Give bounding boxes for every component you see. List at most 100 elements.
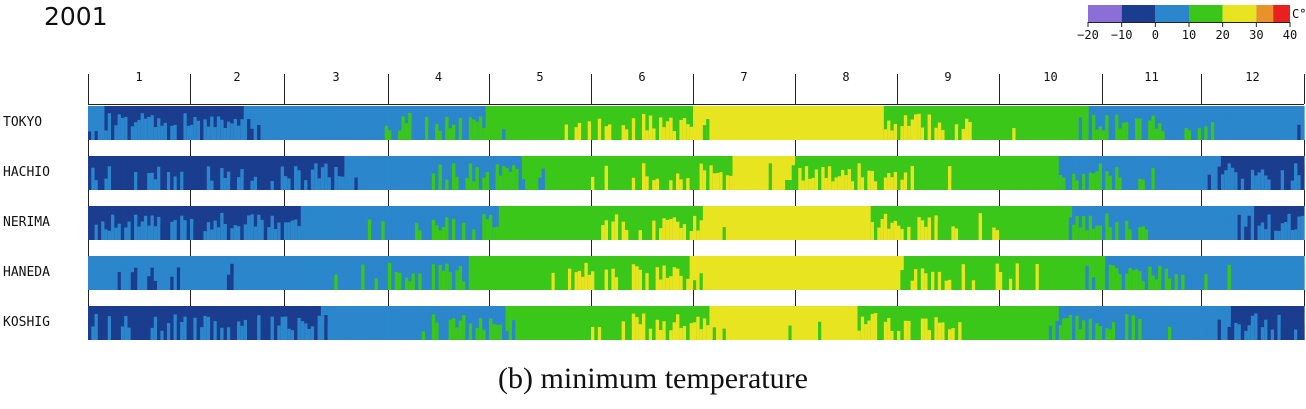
heatmap-cell-daily	[834, 272, 839, 290]
chart-title-year: 2001	[44, 2, 108, 31]
heatmap-cell-daily	[1128, 131, 1133, 140]
heatmap-cell	[1072, 306, 1077, 340]
heatmap-cell	[94, 256, 99, 290]
heatmap-cell-daily	[762, 318, 766, 340]
heatmap-cell	[958, 106, 963, 140]
heatmap-cell	[186, 206, 191, 240]
heatmap-cell-daily	[173, 176, 178, 190]
heatmap-cell-daily	[1141, 179, 1146, 190]
heatmap-cell-daily	[739, 313, 743, 340]
heatmap-cell	[854, 106, 859, 140]
heatmap-cell	[1078, 206, 1083, 240]
heatmap-cell-daily	[965, 326, 969, 340]
heatmap-cell-daily	[1002, 330, 1007, 340]
heatmap-cell-daily	[1284, 113, 1288, 140]
legend-swatch	[1155, 5, 1189, 22]
heatmap-cell	[1270, 106, 1275, 140]
heatmap-cell-daily	[883, 321, 888, 340]
heatmap-cell-daily	[676, 314, 680, 340]
heatmap-cell-daily	[571, 325, 576, 340]
heatmap-cell-daily	[985, 229, 990, 240]
heatmap-cell-daily	[999, 272, 1003, 290]
heatmap-cell-daily	[659, 228, 663, 240]
heatmap-cell-daily	[1280, 170, 1285, 190]
heatmap-cell-daily	[1161, 323, 1166, 340]
heatmap-cell-daily	[951, 226, 956, 240]
heatmap-cell-daily	[635, 127, 640, 140]
heatmap-cell	[160, 256, 165, 290]
heatmap-cell-daily	[157, 322, 161, 340]
heatmap-cell-daily	[1072, 125, 1077, 140]
heatmap-cell-daily	[485, 323, 490, 340]
heatmap-cell-daily	[233, 225, 238, 240]
heatmap-cell-daily	[768, 120, 773, 140]
heatmap-cell-daily	[374, 178, 379, 190]
heatmap-cell-daily	[574, 272, 579, 290]
heatmap-cell	[934, 106, 939, 140]
heatmap-cell-daily	[111, 129, 115, 140]
heatmap-cell	[854, 256, 859, 290]
heatmap-cell-daily	[210, 229, 215, 240]
heatmap-cell	[130, 306, 135, 340]
heatmap-cell-daily	[124, 267, 129, 290]
heatmap-cell-daily	[1002, 123, 1007, 140]
heatmap-cell-daily	[1244, 226, 1249, 240]
heatmap-cell-daily	[985, 316, 990, 340]
heatmap-cell-daily	[1191, 314, 1195, 340]
heatmap-cell-daily	[465, 178, 470, 190]
heatmap-cell	[883, 156, 888, 190]
heatmap-cell	[954, 106, 959, 140]
heatmap-cell-daily	[752, 127, 757, 140]
heatmap-cell	[561, 156, 566, 190]
heatmap-cell-daily	[975, 268, 980, 290]
heatmap-cell-daily	[401, 279, 406, 290]
heatmap-cell-daily	[1217, 319, 1222, 340]
heatmap-cell-daily	[742, 121, 747, 140]
heatmap-cell	[788, 306, 793, 340]
heatmap-cell-daily	[230, 263, 235, 290]
heatmap-cell	[111, 156, 115, 190]
heatmap-cell-daily	[502, 166, 507, 190]
heatmap-cell	[1108, 156, 1113, 190]
heatmap-cell	[1237, 306, 1242, 340]
heatmap-cell-daily	[900, 126, 905, 140]
heatmap-cell-daily	[404, 277, 409, 290]
heatmap-cell-daily	[101, 166, 106, 190]
heatmap-cell-daily	[472, 279, 477, 290]
heatmap-cell	[1055, 106, 1060, 140]
heatmap-cell-daily	[1280, 223, 1285, 240]
heatmap-cell	[781, 106, 786, 140]
heatmap-cell	[978, 156, 983, 190]
heatmap-cell-daily	[1078, 117, 1083, 140]
heatmap-cell	[97, 156, 102, 190]
heatmap-cell-daily	[1065, 317, 1070, 340]
heatmap-cell	[941, 156, 946, 190]
heatmap-cell-daily	[277, 222, 282, 240]
heatmap-cell	[801, 306, 806, 340]
heatmap-cell-daily	[117, 329, 122, 340]
heatmap-cell	[94, 156, 99, 190]
heatmap-cell-daily	[381, 221, 386, 240]
heatmap-cell-daily	[1005, 119, 1010, 140]
heatmap-cell	[160, 206, 165, 240]
heatmap-cell-daily	[137, 321, 142, 340]
heatmap-cell-daily	[1131, 221, 1136, 240]
heatmap-cell-daily	[857, 330, 862, 340]
heatmap-cell	[230, 156, 235, 190]
heatmap-cell	[725, 156, 730, 190]
heatmap-cell-daily	[1082, 271, 1086, 290]
heatmap-cell	[791, 206, 796, 240]
heatmap-cell-daily	[1247, 276, 1252, 290]
heatmap-cell-daily	[1115, 268, 1120, 290]
heatmap-cell-daily	[765, 121, 770, 140]
heatmap-cell-daily	[948, 279, 952, 290]
heatmap-cell-daily	[210, 116, 215, 140]
heatmap-cell-daily	[91, 167, 96, 190]
heatmap-cell-daily	[1260, 123, 1265, 140]
heatmap-cell	[765, 256, 770, 290]
heatmap-cell	[173, 256, 178, 290]
heatmap-cell-daily	[1048, 262, 1053, 290]
heatmap-cell	[478, 206, 483, 240]
heatmap-cell-daily	[337, 176, 342, 190]
heatmap-cell-daily	[287, 281, 292, 290]
